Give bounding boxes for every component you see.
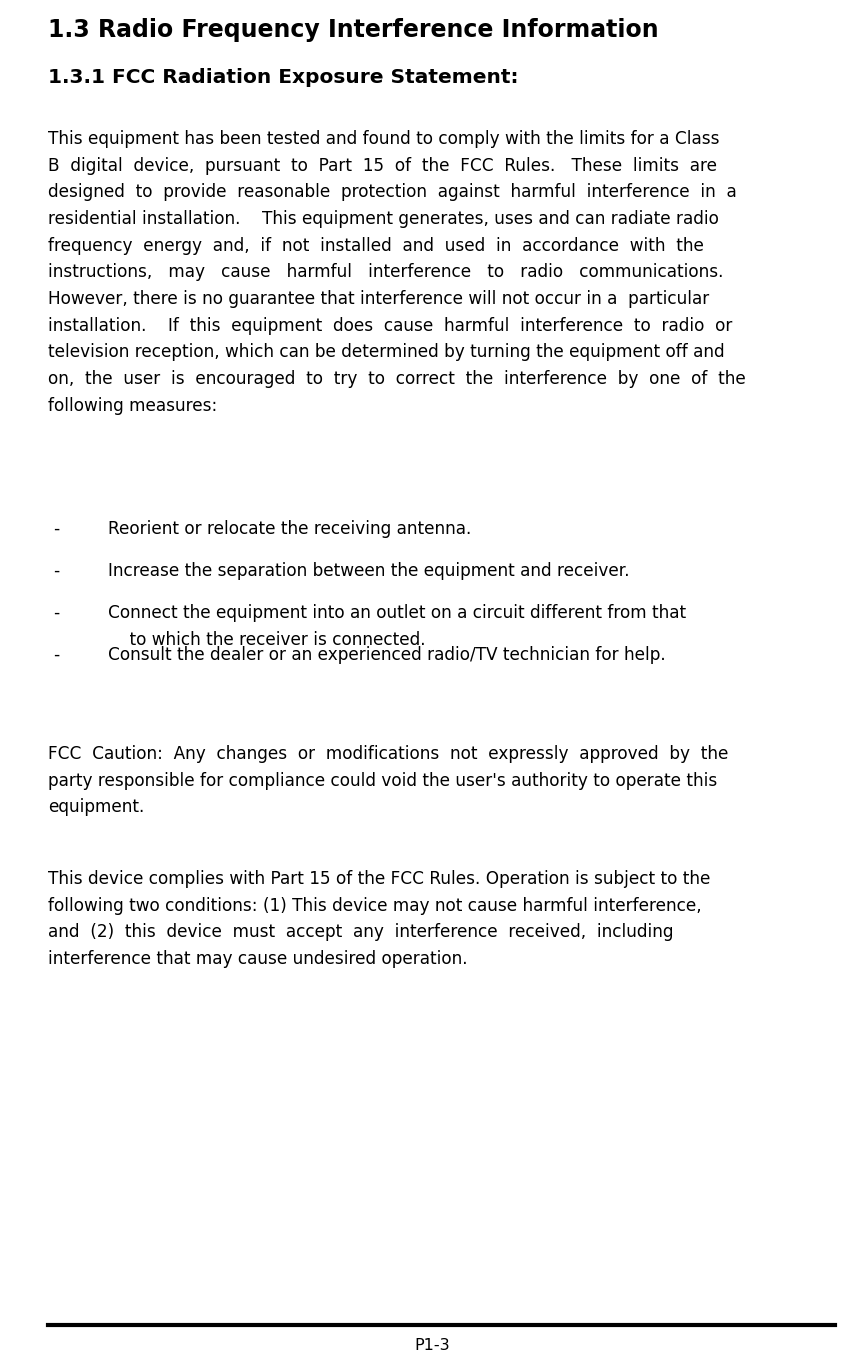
Text: Increase the separation between the equipment and receiver.: Increase the separation between the equi… [108,562,630,580]
Text: -: - [53,520,59,537]
Text: P1-3: P1-3 [414,1338,451,1353]
Text: FCC  Caution:  Any  changes  or  modifications  not  expressly  approved  by  th: FCC Caution: Any changes or modification… [48,744,728,816]
Text: Reorient or relocate the receiving antenna.: Reorient or relocate the receiving anten… [108,520,471,537]
Text: -: - [53,605,59,622]
Text: -: - [53,562,59,580]
Text: 1.3.1 FCC Radiation Exposure Statement:: 1.3.1 FCC Radiation Exposure Statement: [48,69,518,86]
Text: This equipment has been tested and found to comply with the limits for a Class
B: This equipment has been tested and found… [48,130,746,415]
Text: This device complies with Part 15 of the FCC Rules. Operation is subject to the
: This device complies with Part 15 of the… [48,871,710,968]
Text: Consult the dealer or an experienced radio/TV technician for help.: Consult the dealer or an experienced rad… [108,646,666,664]
Text: -: - [53,646,59,664]
Text: 1.3 Radio Frequency Interference Information: 1.3 Radio Frequency Interference Informa… [48,18,658,43]
Text: Connect the equipment into an outlet on a circuit different from that
    to whi: Connect the equipment into an outlet on … [108,605,686,648]
